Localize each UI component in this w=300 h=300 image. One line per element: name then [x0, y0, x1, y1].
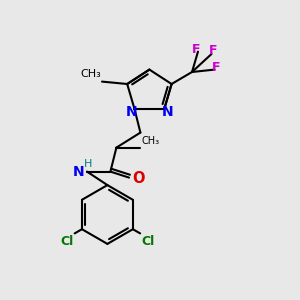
Text: Cl: Cl [60, 235, 73, 248]
Text: CH₃: CH₃ [80, 69, 101, 79]
Text: H: H [84, 159, 92, 169]
Text: F: F [209, 44, 217, 58]
Text: F: F [192, 43, 201, 56]
Text: CH₃: CH₃ [142, 136, 160, 146]
Text: O: O [133, 171, 145, 186]
Text: N: N [126, 105, 138, 118]
Text: N: N [162, 105, 173, 118]
Text: N: N [72, 165, 84, 178]
Text: Cl: Cl [142, 235, 155, 248]
Text: F: F [212, 61, 220, 74]
